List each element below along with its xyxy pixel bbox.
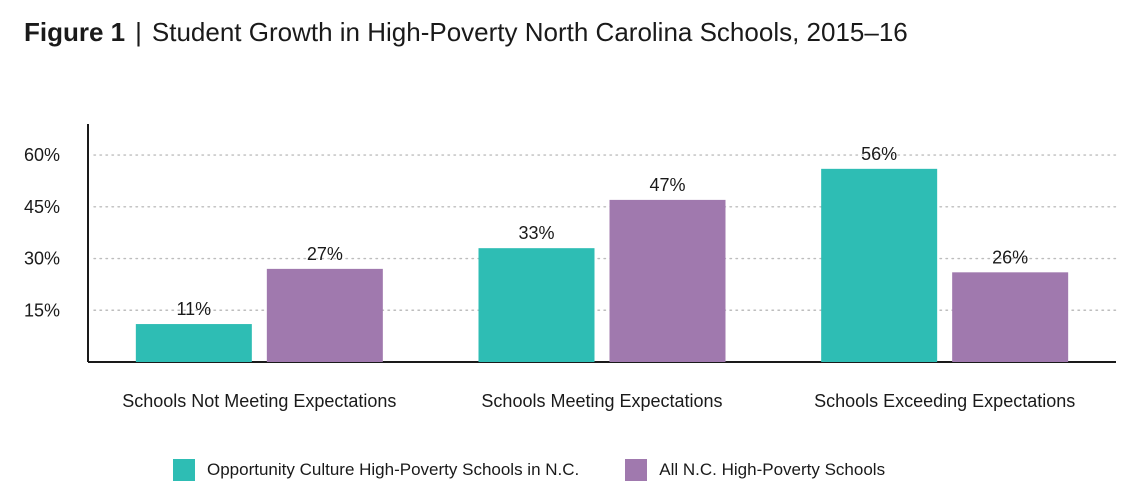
bar <box>952 272 1069 362</box>
legend-label-opportunity: Opportunity Culture High-Poverty Schools… <box>207 460 580 479</box>
y-tick-label: 30% <box>24 249 60 269</box>
data-label: 26% <box>992 247 1028 267</box>
data-label: 56% <box>861 144 897 164</box>
figure-label: Figure 1 <box>24 17 126 47</box>
legend-item-all: All N.C. High-Poverty Schools <box>625 459 885 481</box>
data-label: 33% <box>518 223 554 243</box>
bar <box>478 248 595 362</box>
legend-swatch-opportunity <box>173 459 195 481</box>
legend-swatch-all <box>625 459 648 481</box>
y-tick-label: 15% <box>24 300 60 320</box>
bar <box>821 168 938 362</box>
x-category-label: Schools Meeting Expectations <box>481 391 722 411</box>
bar <box>135 324 252 362</box>
chart-title: Figure 1 | Student Growth in High-Poverty … <box>24 14 908 50</box>
title-text: Student Growth in High-Poverty North Car… <box>151 17 908 47</box>
legend-label-all: All N.C. High-Poverty Schools <box>659 460 886 479</box>
y-tick-label: 45% <box>24 197 60 217</box>
x-category-label: Schools Not Meeting Expectations <box>122 391 396 411</box>
data-label: 47% <box>649 175 685 195</box>
legend-item-opportunity: Opportunity Culture High-Poverty Schools… <box>173 459 579 481</box>
title-separator: | <box>135 17 142 47</box>
bar <box>609 199 726 362</box>
y-tick-label: 60% <box>24 145 60 165</box>
x-category-label: Schools Exceeding Expectations <box>814 391 1075 411</box>
legend: Opportunity Culture High-Poverty Schools… <box>173 459 931 481</box>
data-label: 27% <box>307 244 343 264</box>
bar <box>266 268 383 362</box>
data-label: 11% <box>176 299 211 319</box>
